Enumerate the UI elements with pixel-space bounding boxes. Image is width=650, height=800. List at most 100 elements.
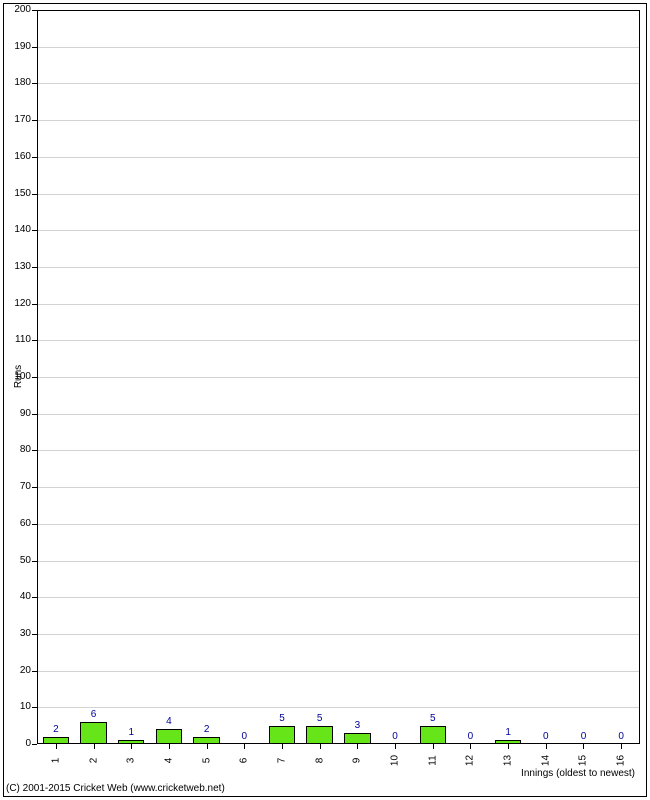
ytick-label: 0 xyxy=(3,738,31,749)
bar-value-label: 0 xyxy=(232,731,256,742)
xtick-mark xyxy=(131,744,132,749)
gridline xyxy=(38,707,639,708)
xtick-label: 3 xyxy=(126,753,137,769)
xtick-mark xyxy=(320,744,321,749)
bar-value-label: 2 xyxy=(195,724,219,735)
xtick-label: 11 xyxy=(427,753,438,769)
ytick-label: 120 xyxy=(3,298,31,309)
bar-value-label: 3 xyxy=(345,720,369,731)
bar-value-label: 0 xyxy=(534,731,558,742)
xtick-label: 7 xyxy=(276,753,287,769)
copyright-text: (C) 2001-2015 Cricket Web (www.cricketwe… xyxy=(6,783,225,794)
bar-value-label: 1 xyxy=(496,727,520,738)
ytick-mark xyxy=(32,524,37,525)
gridline xyxy=(38,561,639,562)
xtick-label: 13 xyxy=(503,753,514,769)
gridline xyxy=(38,340,639,341)
bar xyxy=(43,737,69,744)
ytick-mark xyxy=(32,340,37,341)
gridline xyxy=(38,450,639,451)
ytick-mark xyxy=(32,157,37,158)
bar xyxy=(306,726,332,744)
bar-value-label: 0 xyxy=(383,731,407,742)
xtick-mark xyxy=(470,744,471,749)
xtick-mark xyxy=(395,744,396,749)
gridline xyxy=(38,414,639,415)
ytick-mark xyxy=(32,47,37,48)
bar xyxy=(193,737,219,744)
xtick-label: 8 xyxy=(314,753,325,769)
bar xyxy=(495,740,521,744)
bar-value-label: 0 xyxy=(609,731,633,742)
bar-value-label: 4 xyxy=(157,716,181,727)
bar-value-label: 0 xyxy=(571,731,595,742)
bar xyxy=(156,729,182,744)
bar-value-label: 0 xyxy=(458,731,482,742)
bar-value-label: 5 xyxy=(308,713,332,724)
xtick-label: 1 xyxy=(50,753,61,769)
ytick-label: 40 xyxy=(3,591,31,602)
ytick-label: 70 xyxy=(3,481,31,492)
ytick-label: 180 xyxy=(3,77,31,88)
bar xyxy=(118,740,144,744)
gridline xyxy=(38,634,639,635)
bar xyxy=(420,726,446,744)
xtick-label: 6 xyxy=(239,753,250,769)
ytick-mark xyxy=(32,561,37,562)
chart-container: 0102030405060708090100110120130140150160… xyxy=(0,0,650,800)
xtick-label: 5 xyxy=(201,753,212,769)
ytick-mark xyxy=(32,10,37,11)
xtick-mark xyxy=(357,744,358,749)
y-axis-label: Runs xyxy=(13,365,24,388)
xtick-mark xyxy=(508,744,509,749)
bar-value-label: 5 xyxy=(421,713,445,724)
ytick-label: 170 xyxy=(3,114,31,125)
ytick-mark xyxy=(32,83,37,84)
xtick-mark xyxy=(94,744,95,749)
ytick-mark xyxy=(32,450,37,451)
ytick-label: 90 xyxy=(3,408,31,419)
xtick-label: 2 xyxy=(88,753,99,769)
xtick-label: 4 xyxy=(163,753,174,769)
ytick-label: 150 xyxy=(3,188,31,199)
xtick-mark xyxy=(169,744,170,749)
ytick-label: 190 xyxy=(3,41,31,52)
bar xyxy=(80,722,106,744)
gridline xyxy=(38,157,639,158)
ytick-label: 110 xyxy=(3,334,31,345)
ytick-mark xyxy=(32,744,37,745)
xtick-label: 15 xyxy=(578,753,589,769)
ytick-label: 20 xyxy=(3,665,31,676)
gridline xyxy=(38,524,639,525)
gridline xyxy=(38,267,639,268)
xtick-mark xyxy=(621,744,622,749)
gridline xyxy=(38,377,639,378)
xtick-mark xyxy=(433,744,434,749)
ytick-mark xyxy=(32,487,37,488)
ytick-mark xyxy=(32,304,37,305)
ytick-label: 200 xyxy=(3,4,31,15)
xtick-mark xyxy=(583,744,584,749)
ytick-mark xyxy=(32,120,37,121)
ytick-mark xyxy=(32,377,37,378)
ytick-mark xyxy=(32,707,37,708)
xtick-mark xyxy=(207,744,208,749)
ytick-label: 60 xyxy=(3,518,31,529)
ytick-label: 80 xyxy=(3,444,31,455)
gridline xyxy=(38,230,639,231)
gridline xyxy=(38,83,639,84)
bar-value-label: 1 xyxy=(119,727,143,738)
bar xyxy=(269,726,295,744)
gridline xyxy=(38,597,639,598)
gridline xyxy=(38,120,639,121)
ytick-mark xyxy=(32,194,37,195)
ytick-mark xyxy=(32,414,37,415)
ytick-mark xyxy=(32,597,37,598)
ytick-label: 140 xyxy=(3,224,31,235)
xtick-mark xyxy=(56,744,57,749)
ytick-label: 160 xyxy=(3,151,31,162)
gridline xyxy=(38,487,639,488)
gridline xyxy=(38,671,639,672)
bar-value-label: 2 xyxy=(44,724,68,735)
ytick-mark xyxy=(32,267,37,268)
